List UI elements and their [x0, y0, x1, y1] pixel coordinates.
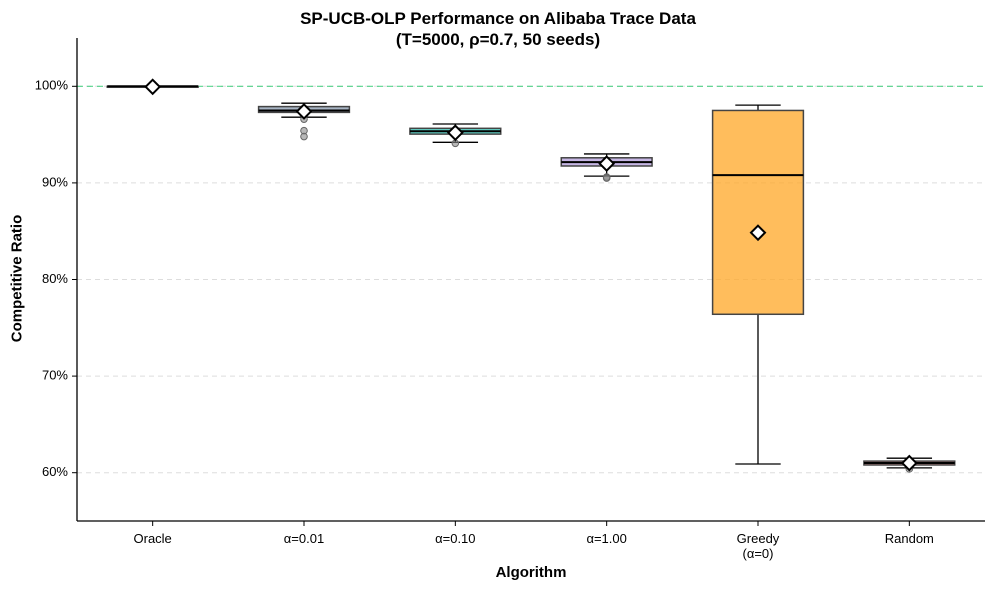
mean-marker: [900, 454, 918, 472]
y-tick-label: 60%: [42, 464, 68, 479]
x-tick-label: Greedy (α=0): [736, 531, 780, 561]
y-tick-label: 100%: [35, 78, 69, 93]
outlier: [602, 174, 611, 182]
chart-title: SP-UCB-OLP Performance on Alibaba Trace …: [300, 9, 696, 49]
x-tick-label: Random: [884, 531, 934, 546]
mean-marker: [749, 224, 767, 242]
x-tick-label: α=0.10: [435, 531, 476, 546]
mean-marker: [144, 78, 162, 96]
box: [711, 109, 805, 316]
y-tick-label: 80%: [42, 271, 68, 286]
x-tick-label: α=0.01: [283, 531, 325, 546]
mean-marker: [598, 155, 616, 172]
y-tick-label: 90%: [42, 174, 68, 189]
x-tick-label: Oracle: [133, 531, 172, 546]
outlier: [300, 132, 308, 141]
mean-marker: [295, 103, 313, 120]
x-axis-label: Algorithm: [495, 564, 567, 581]
x-tick-label: α=1.00: [586, 531, 627, 546]
y-tick-label: 70%: [42, 368, 68, 383]
mean-marker: [446, 124, 464, 142]
